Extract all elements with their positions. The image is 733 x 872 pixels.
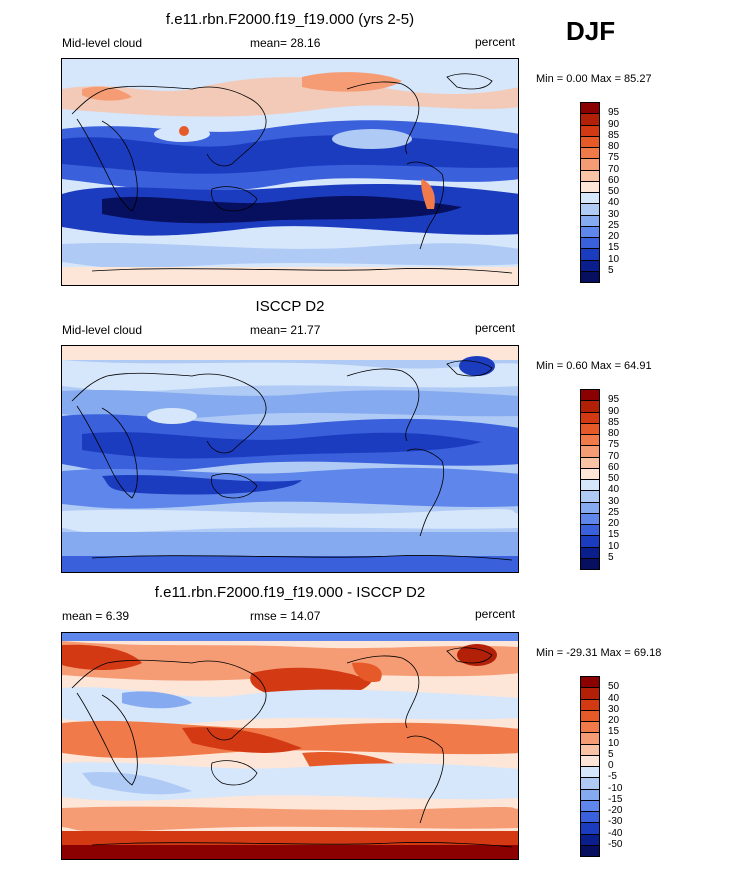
panel-1-min-max: Min = 0.00 Max = 85.27 <box>536 73 652 85</box>
panel-2-title: ISCCP D2 <box>255 298 325 315</box>
season-label: DJF <box>566 16 616 46</box>
colorbar-tick-label: 15 <box>608 529 620 541</box>
colorbar-tick-label: 80 <box>608 141 620 152</box>
panel-3-units-label: percent <box>475 607 516 621</box>
colorbar-tick-label: 20 <box>608 518 620 529</box>
colorbar-tick-label: 25 <box>608 219 620 231</box>
colorbar-tick-label: 5 <box>608 748 614 760</box>
colorbar-tick-label: -10 <box>608 782 623 794</box>
colorbar-tick-label: 30 <box>608 208 620 220</box>
colorbar-tick-label: 30 <box>608 495 620 507</box>
colorbar-tick-label: 15 <box>608 242 620 254</box>
colorbar-tick-label: 0 <box>608 760 614 771</box>
colorbar-tick-label: -30 <box>608 816 623 828</box>
colorbar-tick-label: 10 <box>608 253 620 265</box>
panel-2-units-label: percent <box>475 321 516 335</box>
colorbar-tick-label: 20 <box>608 715 620 726</box>
panel-2-mean-label: mean= 21.77 <box>250 323 321 337</box>
panel-2-variable-label: Mid-level cloud <box>62 323 143 337</box>
colorbar-tick-label: 20 <box>608 231 620 242</box>
panel-3-rmse-label: rmse = 14.07 <box>250 609 321 623</box>
colorbar-tick-label: 40 <box>608 692 620 704</box>
colorbar-tick-label: 75 <box>608 152 620 164</box>
colorbar-tick-label: 40 <box>608 197 620 209</box>
colorbar-swatch <box>580 844 600 857</box>
colorbar-tick-label: 50 <box>608 473 620 484</box>
colorbar-tick-label: -40 <box>608 827 623 839</box>
panel-1-title: f.e11.rbn.F2000.f19_f19.000 (yrs 2-5) <box>165 11 415 28</box>
colorbar-tick-label: 70 <box>608 163 620 175</box>
panel-2-colorbar: 95 90 85 80 75 70 60 50 40 30 25 20 15 10 5 <box>580 389 640 570</box>
panel-3-min-max: Min = -29.31 Max = 69.18 <box>536 647 662 659</box>
colorbar-tick-label: -15 <box>608 793 623 805</box>
panel-3-colorbar: 50 40 30 20 15 10 5 0 -5 -10 -15 -20 -30 -40 -50 <box>580 676 640 857</box>
panel-3-mean-label: mean = 6.39 <box>62 609 130 623</box>
colorbar-tick-label: -5 <box>608 771 617 783</box>
colorbar-tick-label: 80 <box>608 428 620 439</box>
colorbar-tick-label: 50 <box>608 681 620 693</box>
colorbar-tick-label: 60 <box>608 174 620 186</box>
panel-1-variable-label: Mid-level cloud <box>62 36 143 50</box>
colorbar-tick-label: 5 <box>608 551 614 563</box>
panel-1-map-graphic <box>62 59 518 285</box>
colorbar-tick-label: 50 <box>608 186 620 197</box>
colorbar-tick-label: 95 <box>608 107 620 119</box>
colorbar-tick-label: -20 <box>608 805 623 816</box>
colorbar-swatch <box>580 557 600 570</box>
panel-3-map-graphic <box>62 633 518 859</box>
colorbar-tick-label: 60 <box>608 461 620 473</box>
colorbar-tick-label: 85 <box>608 416 620 428</box>
panel-1-units-label: percent <box>475 35 516 49</box>
panel-3-map <box>61 632 519 860</box>
colorbar-tick-label: 10 <box>608 737 620 749</box>
colorbar-tick-label: 30 <box>608 703 620 715</box>
colorbar-tick-label: -50 <box>608 838 623 850</box>
panel-3-title: f.e11.rbn.F2000.f19_f19.000 - ISCCP D2 <box>154 584 426 601</box>
colorbar-tick-label: 70 <box>608 450 620 462</box>
colorbar-tick-label: 5 <box>608 264 614 276</box>
panel-1-mean-label: mean= 28.16 <box>250 36 321 50</box>
panel-2-map-graphic <box>62 346 518 572</box>
panel-1-colorbar: 95 90 85 80 75 70 60 50 40 30 25 20 15 10 5 <box>580 102 640 283</box>
colorbar-tick-label: 75 <box>608 439 620 451</box>
panel-2-min-max: Min = 0.60 Max = 64.91 <box>536 360 652 372</box>
colorbar-tick-label: 15 <box>608 726 620 738</box>
panel-1-map <box>61 58 519 286</box>
colorbar-tick-label: 10 <box>608 540 620 552</box>
colorbar-tick-label: 85 <box>608 129 620 141</box>
panel-2-map <box>61 345 519 573</box>
colorbar-tick-label: 25 <box>608 506 620 518</box>
colorbar-tick-label: 40 <box>608 484 620 496</box>
colorbar-tick-label: 90 <box>608 118 620 130</box>
colorbar-tick-label: 90 <box>608 405 620 417</box>
colorbar-swatch <box>580 270 600 283</box>
colorbar-tick-label: 95 <box>608 394 620 406</box>
